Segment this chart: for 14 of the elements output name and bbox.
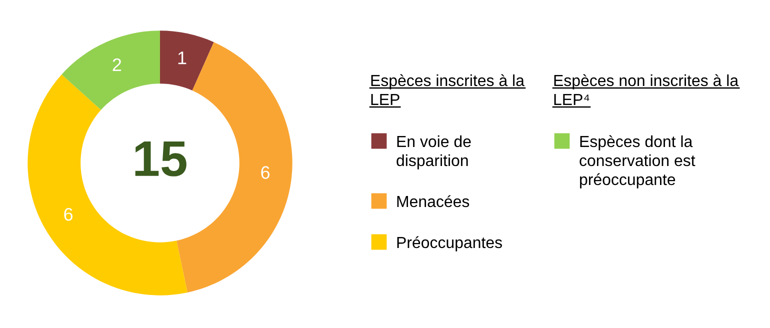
donut-slice [28,74,188,296]
data-label: 1 [178,52,186,64]
data-label: 6 [64,208,73,221]
legend-label: Menacées [397,195,470,208]
data-label: 2 [112,58,122,71]
data-label: 6 [261,166,270,179]
legend-label: En voie de disparition [396,135,471,170]
legend-label: Espèces dont la conservation est préoccupante [580,135,696,188]
text: Espèces non inscrites à la LEP⁴ [554,74,739,105]
donut-slice [62,30,160,110]
legend-label: Préoccupantes [397,236,502,252]
text: Espèces inscrites à la LEP [371,74,524,105]
text: 15 [135,142,186,176]
donut-slice [160,30,214,90]
